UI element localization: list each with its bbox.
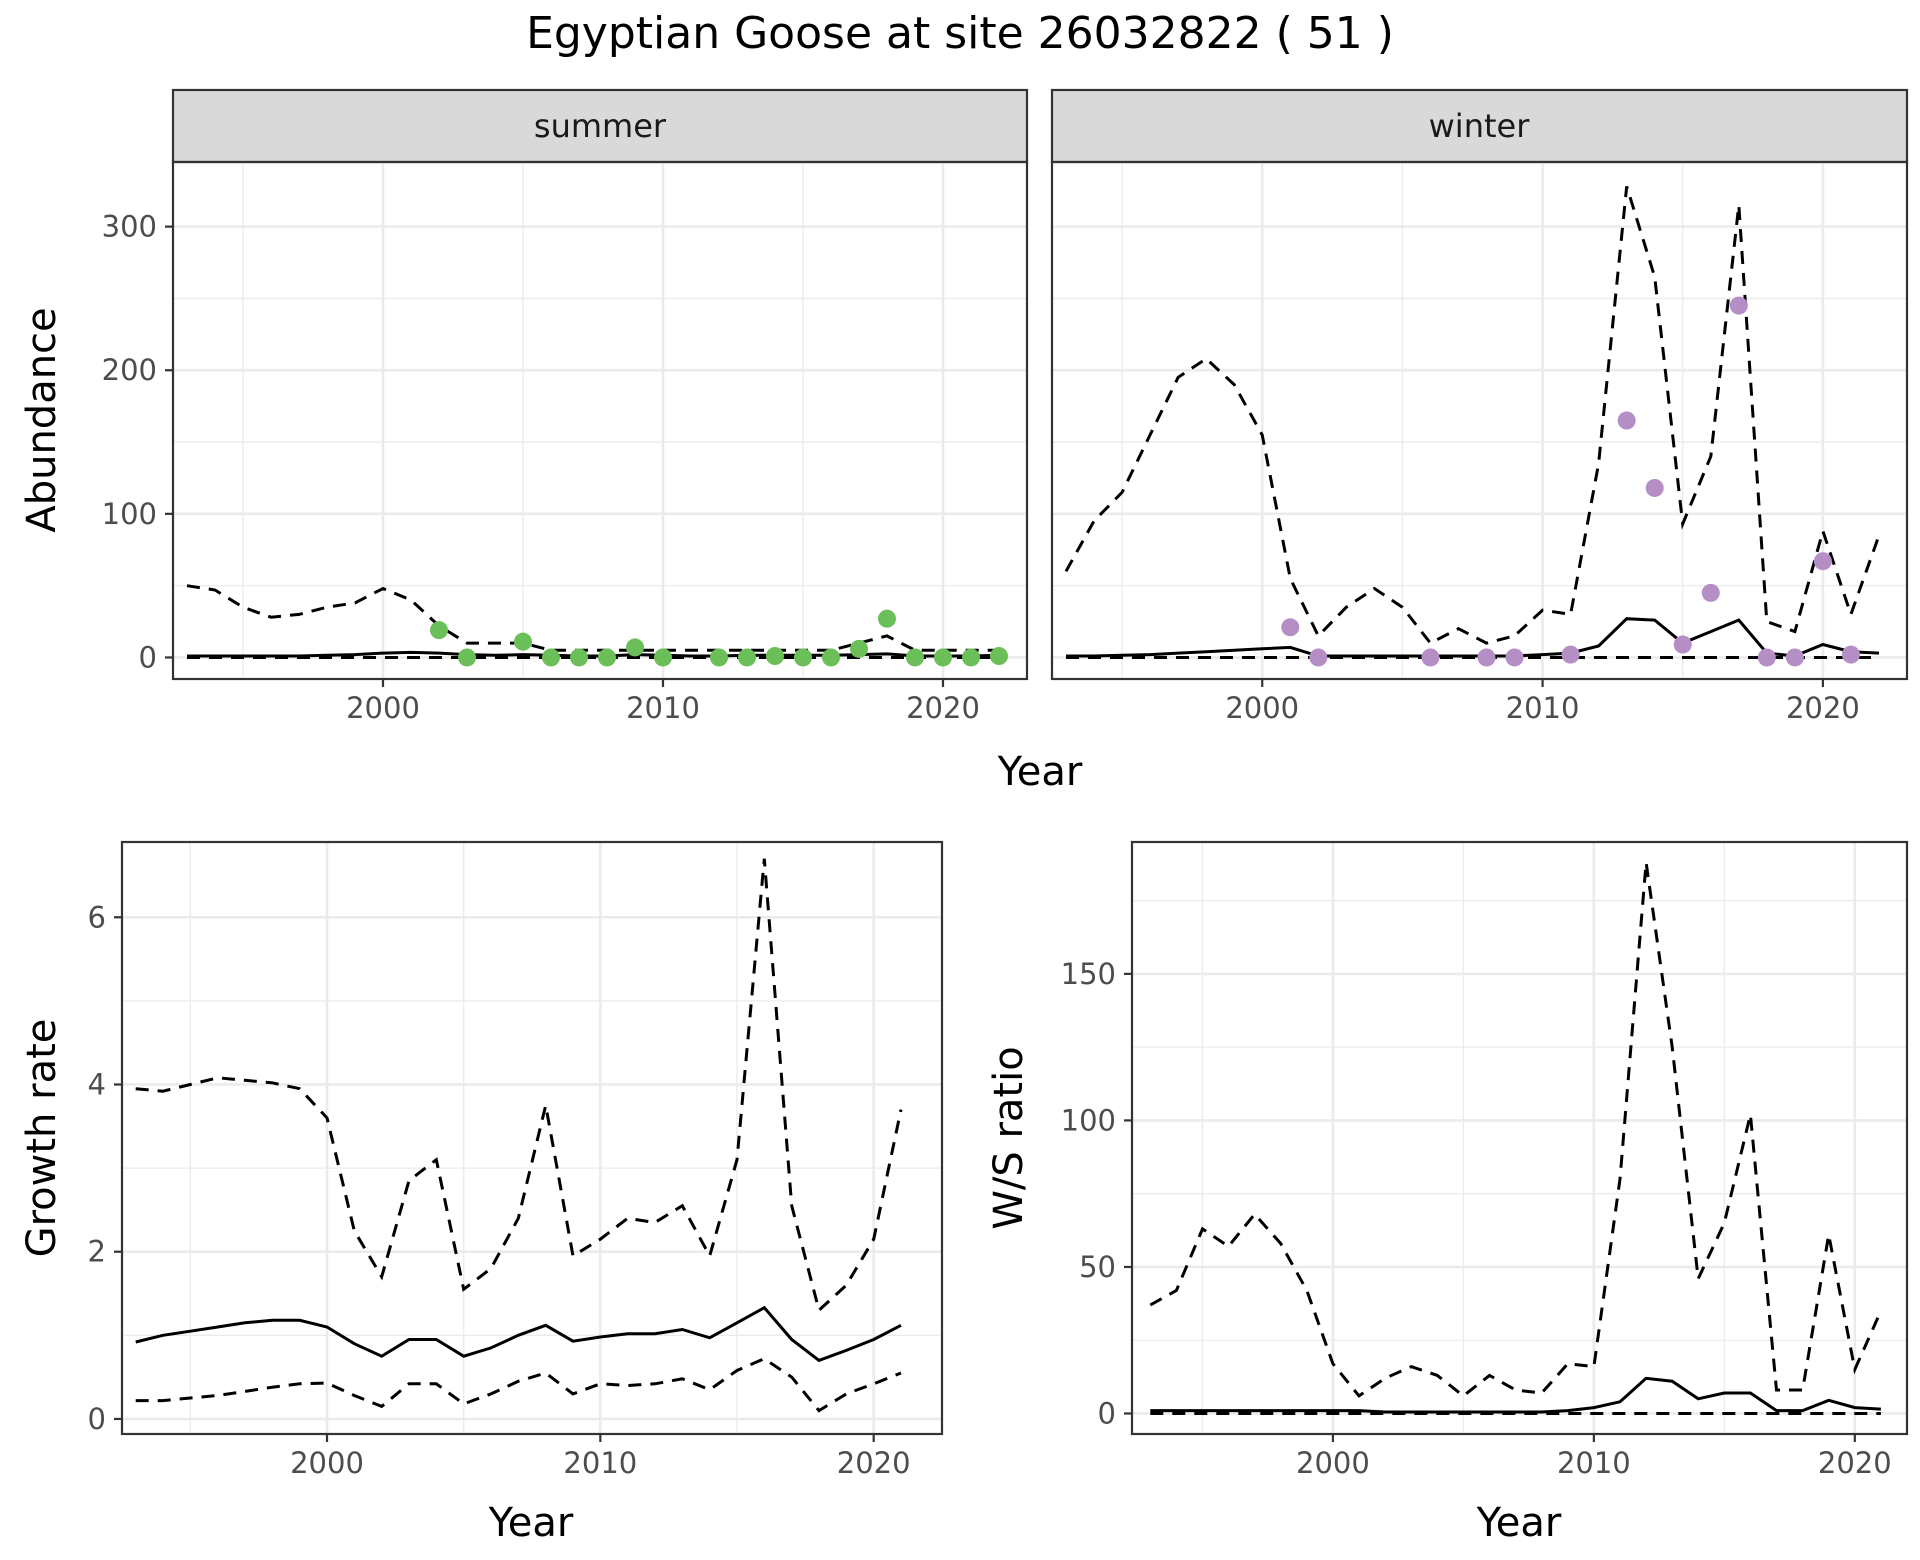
summer-observed-point xyxy=(822,648,840,667)
growth-x-axis-title: Year xyxy=(488,1500,574,1546)
ws-x-tick-label: 2010 xyxy=(1557,1446,1631,1480)
summer-y-tick-label: 0 xyxy=(139,640,157,674)
ws-y-tick-label: 150 xyxy=(1061,957,1116,991)
summer-observed-point xyxy=(542,648,560,667)
summer-observed-point xyxy=(794,648,812,667)
winter-observed-point xyxy=(1841,645,1860,664)
ws-x-tick-label: 2020 xyxy=(1818,1446,1892,1480)
summer-strip-label: summer xyxy=(534,107,667,145)
ws-y-tick-label: 50 xyxy=(1079,1250,1116,1284)
winter-observed-point xyxy=(1617,411,1636,430)
summer-observed-point xyxy=(710,648,728,667)
winter-observed-point xyxy=(1281,618,1300,637)
winter-observed-point xyxy=(1505,648,1524,667)
growth-x-tick-label: 2000 xyxy=(290,1446,364,1480)
ws-x-tick-label: 2000 xyxy=(1296,1446,1370,1480)
growth-lower-ci-line xyxy=(135,1356,902,1413)
growth-y-axis-title: Growth rate xyxy=(19,1019,65,1258)
growth-y-tick-label: 0 xyxy=(88,1402,106,1436)
growth-mean-line xyxy=(135,1305,902,1363)
summer-observed-point xyxy=(598,648,616,667)
abundance-x-axis-title: Year xyxy=(997,749,1083,795)
summer-x-tick-label: 2000 xyxy=(346,691,420,725)
summer-observed-point xyxy=(738,648,756,667)
growth-panel-border xyxy=(120,840,944,1436)
winter-x-tick-label: 2000 xyxy=(1225,691,1299,725)
ws-y-tick-label: 100 xyxy=(1061,1103,1116,1137)
winter-panel: winter 2000 2010 2020 xyxy=(1050,88,1909,725)
winter-observed-point xyxy=(1757,648,1776,667)
figure-title: Egyptian Goose at site 26032822 ( 51 ) xyxy=(526,8,1394,59)
ws-upper-ci-line xyxy=(1149,862,1883,1398)
winter-strip xyxy=(1050,88,1909,164)
winter-strip-label: winter xyxy=(1429,107,1531,145)
abundance-chart: summer 2000 2010 2020 0 100 200 300 winter 200… xyxy=(19,88,1909,795)
summer-x-tick-label: 2010 xyxy=(626,691,700,725)
summer-y-tick-label: 300 xyxy=(102,210,157,244)
summer-observed-point xyxy=(962,648,980,667)
summer-upper-ci-line xyxy=(186,584,999,652)
summer-observed-point xyxy=(570,648,588,667)
summer-panel: summer 2000 2010 2020 0 100 200 300 xyxy=(102,88,1029,725)
ws-y-axis-title: W/S ratio xyxy=(986,1046,1032,1229)
summer-y-tick-label: 100 xyxy=(102,497,157,531)
winter-observed-point xyxy=(1673,635,1692,654)
summer-observed-point xyxy=(990,647,1008,666)
winter-panel-border xyxy=(1050,160,1909,681)
summer-mean-line xyxy=(187,650,1000,658)
winter-observed-point xyxy=(1561,645,1580,664)
winter-mean-line xyxy=(1066,617,1880,658)
summer-observed-point xyxy=(850,639,868,658)
summer-panel-border xyxy=(171,160,1029,681)
summer-observed-point xyxy=(766,647,784,666)
growth-y-tick-label: 2 xyxy=(88,1235,106,1269)
ws-ratio-chart: 2000 2010 2020 0 50 100 150 Year W/S ratio xyxy=(986,840,1909,1546)
summer-observed-point xyxy=(906,648,924,667)
growth-x-tick-label: 2010 xyxy=(563,1446,637,1480)
summer-x-tick-label: 2020 xyxy=(906,691,980,725)
ws-x-axis-title: Year xyxy=(1476,1500,1562,1546)
summer-strip xyxy=(171,88,1029,164)
summer-observed-point xyxy=(626,638,644,657)
winter-observed-point xyxy=(1813,552,1832,571)
winter-observed-point xyxy=(1701,583,1720,602)
growth-y-tick-label: 4 xyxy=(88,1067,106,1101)
summer-observed-point xyxy=(430,621,448,640)
summer-observed-point xyxy=(458,648,476,667)
ws-panel-border xyxy=(1130,840,1909,1436)
growth-rate-chart: 2000 2010 2020 0 2 4 6 Year Growth rate xyxy=(19,840,944,1546)
winter-observed-point xyxy=(1309,648,1328,667)
ws-mean-line xyxy=(1150,1376,1881,1414)
winter-x-tick-label: 2010 xyxy=(1506,691,1580,725)
winter-observed-point xyxy=(1645,478,1664,497)
growth-upper-ci-line xyxy=(135,858,903,1313)
summer-observed-point xyxy=(654,648,672,667)
summer-observed-point xyxy=(934,648,952,667)
growth-x-tick-label: 2020 xyxy=(837,1446,911,1480)
winter-upper-ci-line xyxy=(1064,185,1881,646)
winter-observed-point xyxy=(1785,648,1804,667)
winter-observed-point xyxy=(1477,648,1496,667)
summer-y-tick-label: 200 xyxy=(102,353,157,387)
summer-observed-point xyxy=(514,632,532,651)
winter-x-tick-label: 2020 xyxy=(1786,691,1860,725)
ws-y-tick-label: 0 xyxy=(1098,1396,1116,1430)
summer-observed-point xyxy=(878,609,896,628)
growth-y-tick-label: 6 xyxy=(88,900,106,934)
winter-observed-point xyxy=(1729,296,1748,315)
abundance-y-axis-title: Abundance xyxy=(19,307,65,532)
winter-observed-point xyxy=(1421,648,1440,667)
